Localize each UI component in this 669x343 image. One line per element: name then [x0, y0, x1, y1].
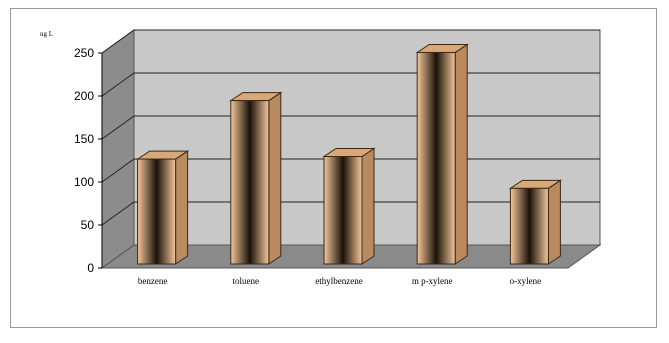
bar-side	[547, 179, 561, 265]
bar	[416, 51, 456, 265]
x-tick-label: ethylbenzene	[315, 276, 362, 286]
y-tick-label: 100	[74, 175, 94, 189]
y-tick-label: 250	[74, 46, 94, 60]
y-unit-label: ug L	[40, 30, 53, 38]
bar	[230, 100, 270, 265]
y-tick-label: 200	[74, 89, 94, 103]
y-tick-label: 50	[81, 218, 95, 232]
bar-side	[454, 43, 468, 265]
bar	[137, 158, 177, 265]
bar	[323, 156, 363, 265]
y-tick-label: 0	[87, 261, 94, 275]
bar-side	[361, 147, 375, 265]
x-tick-label: benzene	[138, 276, 167, 286]
side-wall	[101, 29, 135, 269]
x-tick-label: o-xylene	[510, 276, 542, 286]
y-tick-label: 150	[74, 132, 94, 146]
x-tick-label: toluene	[233, 276, 260, 286]
bar-side	[268, 91, 282, 265]
gridline	[101, 29, 600, 54]
x-tick-label: m p-xylene	[412, 276, 453, 286]
bar-side	[175, 150, 189, 265]
bar	[509, 187, 549, 265]
